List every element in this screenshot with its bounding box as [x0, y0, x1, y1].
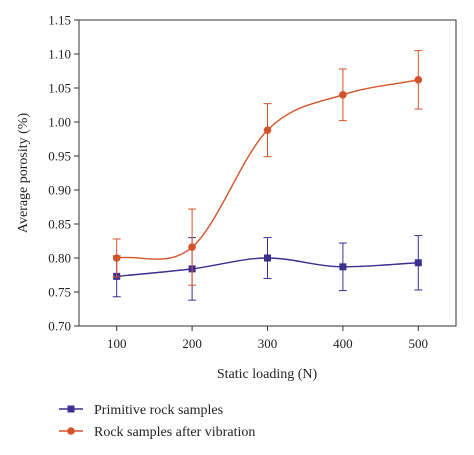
y-tick-label: 0.95 [48, 149, 71, 164]
y-tick-label: 1.10 [48, 47, 71, 62]
y-tick-label: 1.15 [48, 13, 71, 28]
series-1 [112, 235, 423, 301]
data-point-circle [188, 243, 196, 251]
series-line [116, 79, 419, 260]
plot-frame [78, 19, 457, 327]
legend-marker-square [67, 405, 75, 413]
x-tick-label: 400 [333, 336, 353, 351]
data-point-circle [263, 126, 272, 134]
y-axis-title: Average porosity (%) [16, 113, 31, 234]
data-point-circle [339, 91, 347, 99]
legend: Primitive rock samples Rock samples after… [59, 403, 255, 440]
x-tick-label: 500 [409, 336, 429, 351]
legend-label: Rock samples after vibration [94, 425, 255, 440]
legend-marker-circle [67, 427, 75, 435]
y-tick-label: 1.05 [48, 81, 71, 96]
y-tick-label: 0.80 [48, 251, 71, 266]
y-tick-label: 0.70 [48, 319, 71, 334]
data-point-square [339, 263, 347, 271]
x-tick-label: 200 [182, 336, 202, 351]
y-tick-label: 0.85 [48, 217, 71, 232]
x-axis-title: Static loading (N) [217, 367, 318, 382]
legend-label: Primitive rock samples [94, 403, 223, 418]
y-tick-label: 1.00 [48, 115, 71, 130]
y-tick-label: 0.90 [48, 183, 71, 198]
x-tick-label: 300 [258, 336, 278, 351]
data-point-circle [414, 76, 423, 84]
data-point-square [414, 259, 422, 267]
x-tick-label: 100 [107, 336, 127, 351]
y-tick-label: 0.75 [48, 285, 71, 300]
data-point-square [264, 254, 271, 262]
data-point-circle [112, 254, 121, 262]
series-2 [112, 50, 423, 286]
